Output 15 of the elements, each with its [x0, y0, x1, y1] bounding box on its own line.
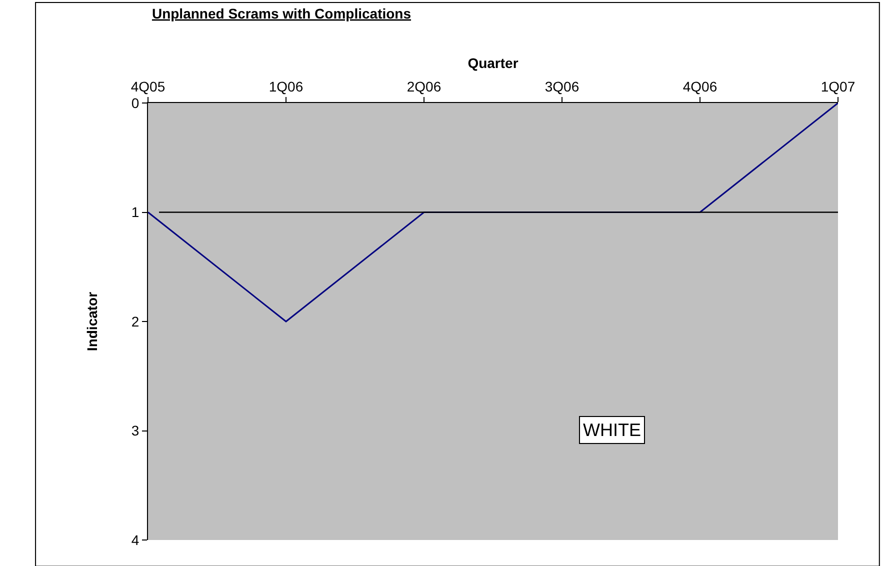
- chart-title: Unplanned Scrams with Complications: [152, 5, 412, 22]
- x-axis-title: Quarter: [468, 55, 519, 71]
- y-tick-label: 3: [131, 422, 140, 439]
- x-tick-label: 2Q06: [406, 78, 442, 94]
- y-tick-label: 4: [131, 532, 140, 548]
- y-axis-title: Indicator: [84, 291, 100, 352]
- y-tick-label: 2: [131, 313, 140, 330]
- x-tick-label: 1Q07: [820, 78, 856, 94]
- y-tick-label: 1: [131, 204, 140, 220]
- x-tick-label: 4Q05: [130, 78, 166, 94]
- y-tick-label: 0: [131, 94, 140, 111]
- x-tick-label: 4Q06: [682, 78, 718, 94]
- x-tick-label: 3Q06: [544, 78, 580, 94]
- x-tick-label: 1Q06: [268, 78, 304, 94]
- annotation: WHITE: [583, 420, 641, 440]
